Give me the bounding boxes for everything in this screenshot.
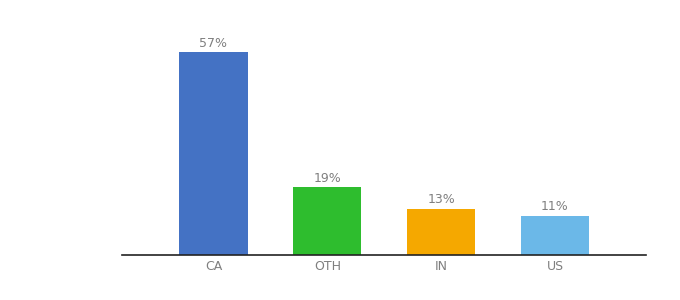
Bar xyxy=(521,216,589,255)
Bar xyxy=(293,188,362,255)
Bar xyxy=(407,209,475,255)
Text: 13%: 13% xyxy=(427,193,455,206)
Bar xyxy=(180,52,248,255)
Text: 57%: 57% xyxy=(199,37,228,50)
Text: 11%: 11% xyxy=(541,200,568,213)
Text: 19%: 19% xyxy=(313,172,341,184)
